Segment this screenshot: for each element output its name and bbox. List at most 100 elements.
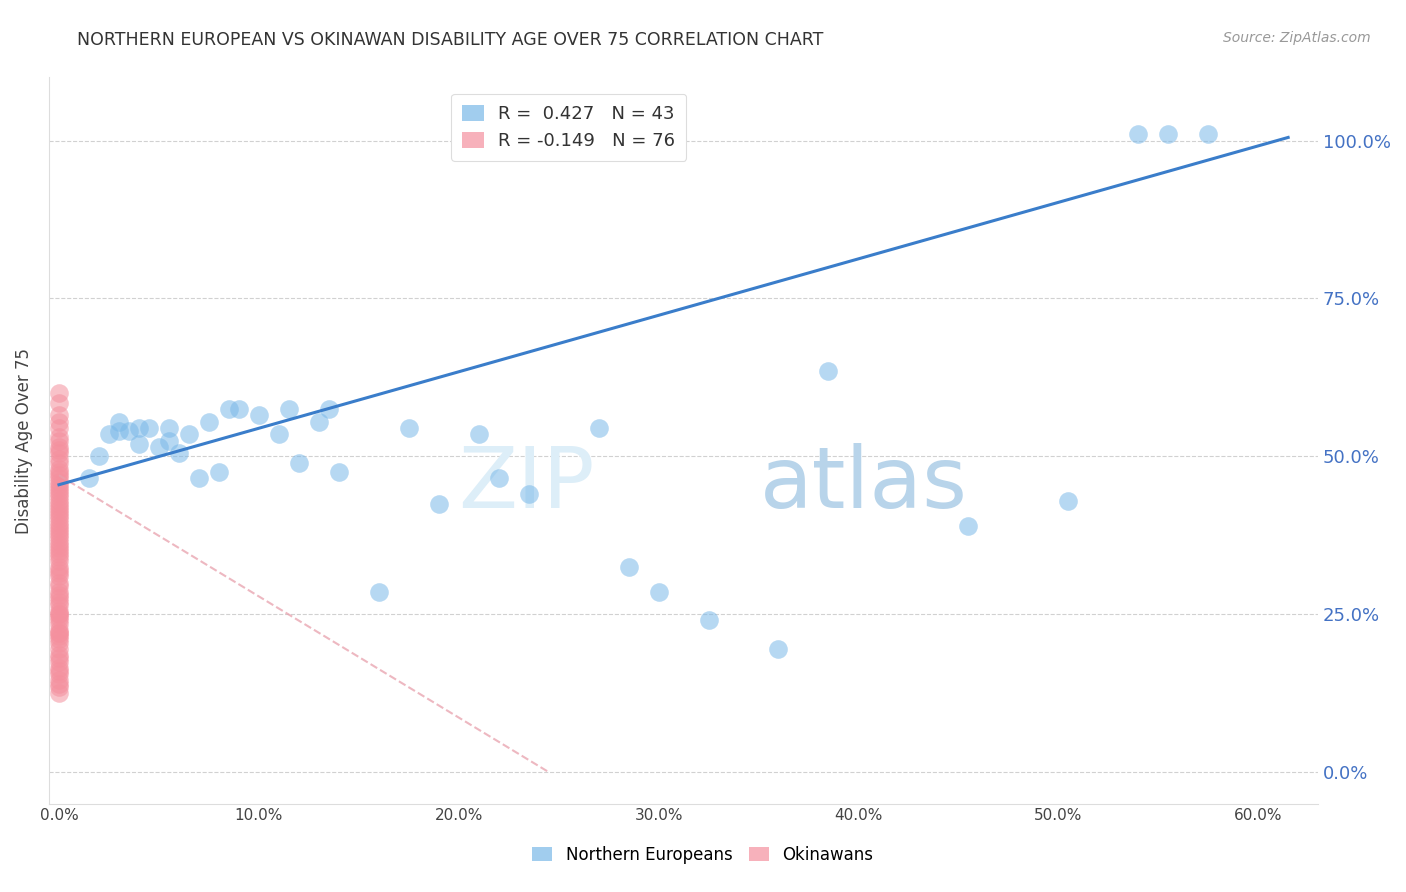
Point — [1197, 128, 1219, 142]
Point — [48, 635, 70, 649]
Point — [48, 415, 70, 429]
Point — [108, 424, 131, 438]
Point — [48, 569, 70, 583]
Point — [48, 512, 70, 526]
Point — [1157, 128, 1180, 142]
Point — [48, 629, 70, 643]
Point — [647, 585, 669, 599]
Point — [48, 651, 70, 665]
Point — [617, 559, 640, 574]
Point — [48, 395, 70, 409]
Point — [48, 532, 70, 546]
Point — [267, 427, 290, 442]
Point — [48, 497, 70, 511]
Point — [228, 401, 250, 416]
Point — [48, 538, 70, 552]
Point — [48, 626, 70, 640]
Point — [48, 610, 70, 624]
Point — [128, 421, 150, 435]
Point — [48, 616, 70, 631]
Point — [48, 525, 70, 540]
Point — [48, 594, 70, 608]
Point — [48, 544, 70, 558]
Point — [48, 553, 70, 567]
Point — [87, 450, 110, 464]
Point — [97, 427, 120, 442]
Point — [48, 655, 70, 669]
Point — [318, 401, 340, 416]
Point — [48, 566, 70, 581]
Point — [48, 541, 70, 555]
Point — [48, 632, 70, 647]
Point — [308, 415, 330, 429]
Point — [208, 465, 231, 479]
Point — [48, 559, 70, 574]
Point — [108, 415, 131, 429]
Point — [48, 585, 70, 599]
Point — [48, 506, 70, 520]
Point — [198, 415, 221, 429]
Point — [768, 641, 790, 656]
Point — [48, 475, 70, 489]
Point — [427, 497, 450, 511]
Point — [48, 673, 70, 688]
Point — [148, 440, 170, 454]
Point — [48, 456, 70, 470]
Point — [48, 487, 70, 501]
Point — [48, 409, 70, 423]
Point — [48, 550, 70, 565]
Point — [177, 427, 200, 442]
Text: Source: ZipAtlas.com: Source: ZipAtlas.com — [1223, 31, 1371, 45]
Point — [48, 626, 70, 640]
Point — [247, 409, 270, 423]
Point — [157, 421, 180, 435]
Point — [48, 493, 70, 508]
Point — [48, 471, 70, 485]
Point — [187, 471, 209, 485]
Point — [48, 607, 70, 622]
Point — [48, 462, 70, 476]
Point — [48, 434, 70, 448]
Point — [128, 436, 150, 450]
Point — [48, 446, 70, 460]
Point — [48, 442, 70, 457]
Point — [48, 503, 70, 517]
Point — [48, 522, 70, 536]
Point — [48, 452, 70, 467]
Point — [48, 676, 70, 690]
Point — [328, 465, 350, 479]
Point — [48, 468, 70, 483]
Text: atlas: atlas — [759, 442, 967, 525]
Point — [467, 427, 489, 442]
Point — [48, 623, 70, 637]
Point — [48, 547, 70, 561]
Text: ZIP: ZIP — [458, 442, 595, 525]
Point — [48, 598, 70, 612]
Point — [48, 563, 70, 577]
Point — [697, 614, 720, 628]
Legend: R =  0.427   N = 43, R = -0.149   N = 76: R = 0.427 N = 43, R = -0.149 N = 76 — [451, 94, 686, 161]
Point — [48, 534, 70, 549]
Point — [48, 465, 70, 479]
Point — [48, 607, 70, 622]
Legend: Northern Europeans, Okinawans: Northern Europeans, Okinawans — [526, 839, 880, 871]
Point — [588, 421, 610, 435]
Point — [367, 585, 389, 599]
Point — [48, 680, 70, 694]
Point — [517, 487, 540, 501]
Point — [118, 424, 141, 438]
Point — [48, 664, 70, 678]
Point — [48, 477, 70, 491]
Point — [488, 471, 510, 485]
Point — [48, 484, 70, 499]
Point — [48, 386, 70, 401]
Point — [48, 516, 70, 530]
Point — [288, 456, 311, 470]
Point — [167, 446, 190, 460]
Point — [1057, 493, 1080, 508]
Point — [48, 430, 70, 444]
Point — [48, 518, 70, 533]
Point — [157, 434, 180, 448]
Point — [48, 641, 70, 656]
Point — [48, 661, 70, 675]
